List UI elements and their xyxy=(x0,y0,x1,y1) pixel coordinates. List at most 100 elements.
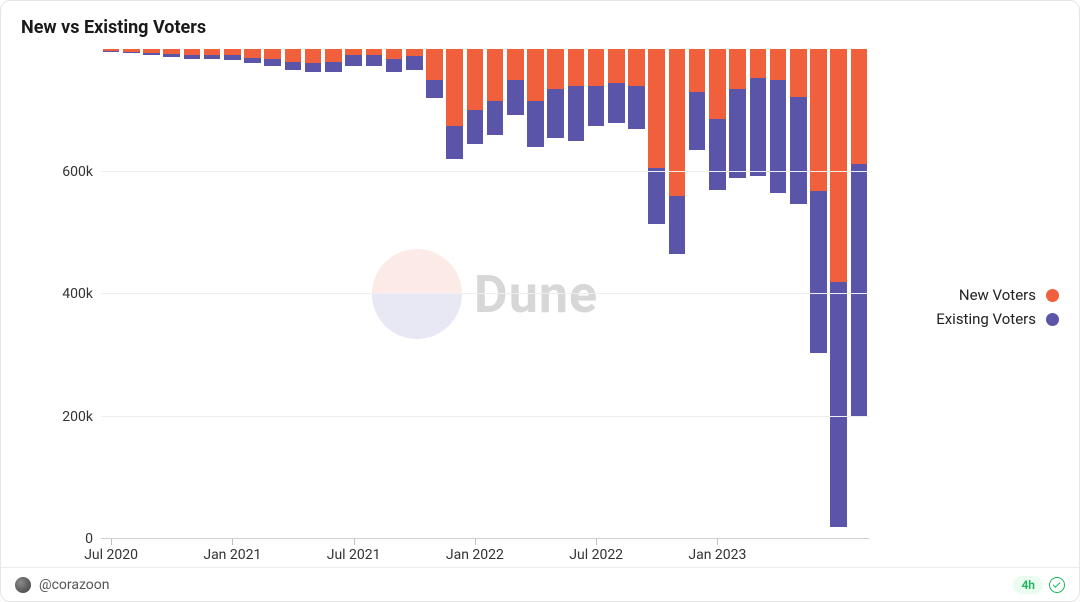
bar-slot xyxy=(485,49,505,539)
bar-segment-existing-voters xyxy=(507,80,524,116)
stacked-bar[interactable] xyxy=(810,49,827,353)
bar-segment-existing-voters xyxy=(325,62,342,72)
bar-segment-existing-voters xyxy=(345,55,362,65)
stacked-bar[interactable] xyxy=(143,49,160,55)
gridline xyxy=(101,171,869,172)
stacked-bar[interactable] xyxy=(568,49,585,141)
stacked-bar[interactable] xyxy=(729,49,746,178)
bar-segment-existing-voters xyxy=(810,191,827,353)
stacked-bar[interactable] xyxy=(345,49,362,66)
x-tick-label: Jan 2022 xyxy=(446,547,504,563)
stacked-bar[interactable] xyxy=(325,49,342,72)
bar-segment-new-voters xyxy=(386,49,403,59)
bar-slot xyxy=(404,49,424,539)
bar-segment-new-voters xyxy=(467,49,484,110)
stacked-bar[interactable] xyxy=(426,49,443,98)
bar-segment-new-voters xyxy=(830,49,847,282)
stacked-bar[interactable] xyxy=(446,49,463,159)
bar-slot xyxy=(344,49,364,539)
stacked-bar[interactable] xyxy=(406,49,423,70)
legend-label: New Voters xyxy=(959,286,1036,304)
bar-segment-existing-voters xyxy=(588,86,605,126)
bar-segment-new-voters xyxy=(406,49,423,56)
avatar-icon xyxy=(15,577,31,593)
stacked-bar[interactable] xyxy=(750,49,767,176)
stacked-bar[interactable] xyxy=(790,49,807,204)
check-circle-icon xyxy=(1049,577,1065,593)
legend-item-new-voters[interactable]: New Voters xyxy=(879,286,1059,304)
bar-segment-new-voters xyxy=(325,49,342,62)
bar-segment-new-voters xyxy=(305,49,322,63)
bar-segment-existing-voters xyxy=(790,97,807,204)
stacked-bar[interactable] xyxy=(527,49,544,147)
stacked-bar[interactable] xyxy=(103,49,120,51)
stacked-bar[interactable] xyxy=(648,49,665,224)
bar-segment-new-voters xyxy=(527,49,544,101)
bar-slot xyxy=(323,49,343,539)
stacked-bar[interactable] xyxy=(830,49,847,527)
bar-segment-existing-voters xyxy=(568,86,585,141)
bar-slot xyxy=(222,49,242,539)
bar-segment-existing-voters xyxy=(163,54,180,57)
stacked-bar[interactable] xyxy=(709,49,726,190)
stacked-bar[interactable] xyxy=(386,49,403,72)
stacked-bar[interactable] xyxy=(467,49,484,144)
x-tick-mark xyxy=(232,539,233,545)
bar-slot xyxy=(465,49,485,539)
stacked-bar[interactable] xyxy=(163,49,180,57)
stacked-bar[interactable] xyxy=(507,49,524,115)
author-handle: @corazoon xyxy=(39,577,110,593)
stacked-bar[interactable] xyxy=(628,49,645,129)
bar-segment-existing-voters xyxy=(851,164,868,416)
stacked-bar[interactable] xyxy=(547,49,564,138)
stacked-bar[interactable] xyxy=(204,49,221,59)
refresh-badge: 4h xyxy=(1013,576,1043,594)
stacked-bar[interactable] xyxy=(244,49,261,63)
bar-segment-new-voters xyxy=(851,49,868,164)
bar-segment-new-voters xyxy=(628,49,645,86)
bar-slot xyxy=(424,49,444,539)
bar-segment-new-voters xyxy=(507,49,524,80)
stacked-bar[interactable] xyxy=(123,49,140,53)
bar-slot xyxy=(707,49,727,539)
bar-slot xyxy=(445,49,465,539)
bar-segment-new-voters xyxy=(750,49,767,78)
bar-slot xyxy=(849,49,869,539)
stacked-bar[interactable] xyxy=(851,49,868,417)
bar-segment-new-voters xyxy=(608,49,625,83)
stacked-bar[interactable] xyxy=(305,49,322,72)
stacked-bar[interactable] xyxy=(669,49,686,254)
x-tick-label: Jul 2020 xyxy=(84,547,138,563)
bar-slot xyxy=(525,49,545,539)
x-tick-label: Jan 2021 xyxy=(203,547,261,563)
legend-item-existing-voters[interactable]: Existing Voters xyxy=(879,310,1059,328)
bar-segment-existing-voters xyxy=(406,56,423,71)
bar-segment-existing-voters xyxy=(830,282,847,527)
bars-layer xyxy=(101,49,869,539)
bar-segment-existing-voters xyxy=(143,53,160,55)
bar-segment-existing-voters xyxy=(426,80,443,98)
stacked-bar[interactable] xyxy=(588,49,605,126)
stacked-bar[interactable] xyxy=(224,49,241,60)
stacked-bar[interactable] xyxy=(264,49,281,66)
stacked-bar[interactable] xyxy=(184,49,201,59)
y-tick-label: 600k xyxy=(1,164,93,180)
bar-segment-existing-voters xyxy=(689,92,706,150)
gridline xyxy=(101,416,869,417)
stacked-bar[interactable] xyxy=(487,49,504,135)
bar-segment-existing-voters xyxy=(750,78,767,176)
stacked-bar[interactable] xyxy=(689,49,706,150)
stacked-bar[interactable] xyxy=(366,49,383,66)
x-tick-mark xyxy=(354,539,355,545)
x-axis-line xyxy=(101,538,869,539)
bar-slot xyxy=(505,49,525,539)
bar-slot xyxy=(647,49,667,539)
refresh-status[interactable]: 4h xyxy=(1013,576,1065,594)
bar-segment-new-voters xyxy=(588,49,605,86)
author-link[interactable]: @corazoon xyxy=(15,577,110,593)
stacked-bar[interactable] xyxy=(285,49,302,70)
bar-segment-existing-voters xyxy=(264,59,281,66)
legend: New Voters Existing Voters xyxy=(879,49,1079,565)
bar-segment-existing-voters xyxy=(487,101,504,135)
stacked-bar[interactable] xyxy=(608,49,625,123)
